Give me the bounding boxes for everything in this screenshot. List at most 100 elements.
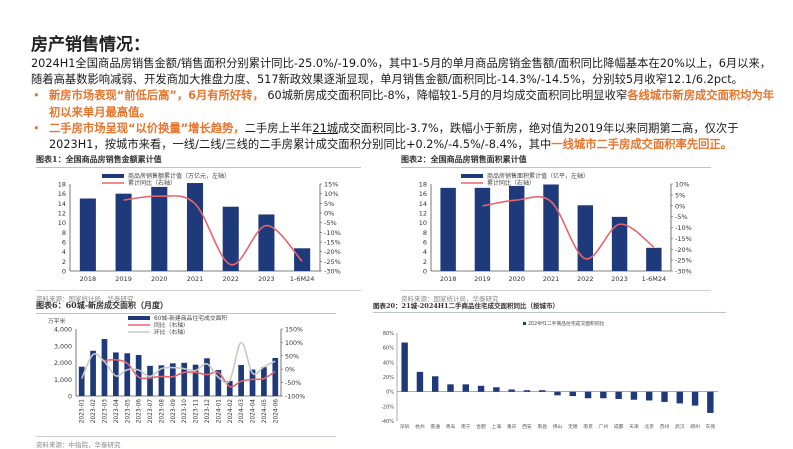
bullet-text: 60城新房成交面积同比-8%，降幅较1-5月的月均成交面积同比明显收窄 (263, 89, 628, 103)
svg-text:广州: 广州 (599, 423, 609, 430)
svg-text:6: 6 (62, 239, 66, 247)
svg-text:12: 12 (58, 210, 66, 218)
svg-text:1-6M24: 1-6M24 (290, 275, 315, 283)
svg-text:2023-01: 2023-01 (80, 399, 86, 424)
svg-text:40%: 40% (383, 360, 394, 366)
svg-text:-20%: -20% (324, 248, 341, 256)
svg-text:100%: 100% (285, 340, 303, 347)
svg-text:1,000: 1,000 (54, 377, 72, 384)
svg-text:累计同比（右轴）: 累计同比（右轴） (487, 179, 535, 187)
svg-text:2023: 2023 (611, 275, 628, 283)
svg-text:50%: 50% (285, 353, 299, 360)
figure-title: 图表6：60城-新房成交面积（月度） (36, 300, 336, 314)
svg-text:10%: 10% (675, 181, 689, 189)
svg-text:-25%: -25% (324, 258, 341, 266)
svg-text:14: 14 (419, 200, 427, 208)
svg-text:-5%: -5% (675, 213, 688, 221)
svg-text:天津: 天津 (629, 423, 639, 430)
svg-text:深圳: 深圳 (400, 423, 410, 430)
svg-text:2018: 2018 (440, 275, 457, 283)
svg-text:2024H1二手商品住宅成交面积同比: 2024H1二手商品住宅成交面积同比 (528, 320, 605, 327)
figure-title: 图表20：21城-2024H1二手商品住宅成交面积同比（按城市） (373, 300, 726, 313)
svg-text:-10%: -10% (675, 224, 692, 232)
svg-text:杭州: 杭州 (415, 423, 425, 430)
svg-text:2023-02: 2023-02 (91, 399, 97, 424)
svg-text:-100%: -100% (285, 394, 305, 401)
svg-text:-20%: -20% (675, 246, 692, 254)
svg-text:2024-04: 2024-04 (251, 399, 257, 424)
svg-text:-40%: -40% (381, 419, 394, 425)
svg-text:-50%: -50% (285, 380, 301, 387)
svg-text:2024-01: 2024-01 (216, 399, 222, 424)
svg-text:0%: 0% (324, 210, 334, 218)
svg-text:南宁: 南宁 (461, 423, 471, 430)
svg-text:4: 4 (423, 248, 427, 256)
chart-20: -40% -20% 0% 20% 40% 60% 80% 深圳 杭州 南通 青岛 南宁 合肥 上海 重庆 西安… (381, 320, 718, 430)
svg-text:0: 0 (68, 394, 72, 401)
svg-text:2023-04: 2023-04 (114, 399, 120, 424)
svg-text:2023-06: 2023-06 (137, 399, 143, 424)
svg-text:2019: 2019 (115, 275, 132, 283)
svg-text:0: 0 (62, 268, 66, 276)
svg-text:2023-10: 2023-10 (182, 399, 188, 424)
svg-text:-20%: -20% (381, 404, 394, 410)
chart-6: 0 1,000 2,000 3,000 4,000 -100% -50% 0% 50% 100% 1… (48, 314, 305, 424)
svg-text:-15%: -15% (324, 239, 341, 247)
svg-text:东莞: 东莞 (706, 423, 716, 430)
figure-source: 资料来源：国家统计局，华泰研究 (36, 290, 361, 303)
svg-text:2023-12: 2023-12 (205, 399, 211, 424)
bullet-text: 成交面积同比-3.7%，跌幅小于新房，绝对值为2019年以来同期第二高，仅次于2… (49, 121, 739, 152)
summary-paragraph: 2024H1全国商品房销售金额/销售面积分别累计同比-25.0%/-19.0%，… (31, 56, 781, 153)
svg-text:14: 14 (58, 200, 66, 208)
svg-text:5%: 5% (675, 191, 685, 199)
svg-text:上海: 上海 (492, 423, 502, 430)
svg-text:4,000: 4,000 (54, 327, 72, 334)
figure-2: 图表2：全国商品房销售面积累计值 0 2 4 6 8 10 12 14 16 18 -30% -25%… (401, 154, 711, 303)
svg-text:-25%: -25% (675, 257, 692, 265)
svg-text:同比（右轴）: 同比（右轴） (154, 321, 189, 329)
figure-source: 资料来源：中指院，华泰研究 (36, 436, 336, 449)
svg-text:商品房销售额累计值（万亿元，左轴）: 商品房销售额累计值（万亿元，左轴） (128, 172, 230, 180)
bullet-text: 二手房上半年 (244, 121, 313, 135)
figure-6: 图表6：60城-新房成交面积（月度） 0 1,000 2,000 3,000 4,000… (36, 300, 336, 449)
svg-text:2023-08: 2023-08 (159, 399, 165, 424)
svg-text:-30%: -30% (675, 268, 692, 276)
svg-text:2018: 2018 (80, 275, 97, 283)
svg-text:10: 10 (58, 219, 66, 227)
figure-20: 图表20：21城-2024H1二手商品住宅成交面积同比（按城市） -40% -20… (373, 300, 726, 445)
svg-text:南通: 南通 (430, 423, 440, 430)
svg-text:环比（右轴）: 环比（右轴） (154, 328, 189, 336)
svg-text:2022: 2022 (222, 275, 239, 283)
svg-text:-10%: -10% (324, 229, 341, 237)
svg-text:-5%: -5% (324, 219, 337, 227)
svg-text:2024-05: 2024-05 (262, 399, 268, 424)
svg-text:2023-07: 2023-07 (148, 399, 154, 424)
svg-text:16: 16 (419, 190, 427, 198)
svg-text:8: 8 (62, 229, 66, 237)
svg-text:2024-03: 2024-03 (239, 399, 245, 424)
svg-text:2023-09: 2023-09 (171, 399, 177, 424)
svg-text:150%: 150% (285, 327, 303, 334)
svg-text:重庆: 重庆 (507, 423, 517, 430)
figure-source: 资料来源：国家统计局，华泰研究 (401, 290, 711, 303)
svg-text:2020: 2020 (151, 275, 168, 283)
svg-text:2021: 2021 (543, 275, 560, 283)
svg-text:南昌: 南昌 (537, 423, 547, 430)
bullet-highlight: 一线城市二手房成交面积率先回正。 (551, 138, 733, 152)
svg-text:0%: 0% (675, 202, 685, 210)
svg-text:南京: 南京 (583, 423, 593, 430)
svg-text:2024-02: 2024-02 (228, 399, 234, 424)
bullet-new-housing: 新房市场表现“前低后高”，6月有所好转， 60城新房成交面积同比-8%，降幅较1… (31, 88, 781, 120)
svg-text:合肥: 合肥 (476, 423, 486, 430)
svg-text:2024-06: 2024-06 (273, 399, 279, 424)
svg-text:武汉: 武汉 (675, 423, 685, 430)
svg-text:3,000: 3,000 (54, 343, 72, 350)
svg-text:苏州: 苏州 (660, 423, 670, 430)
svg-text:10: 10 (419, 219, 427, 227)
svg-text:10%: 10% (324, 190, 338, 198)
page-title: 房产销售情况： (31, 35, 150, 55)
svg-text:-30%: -30% (324, 268, 341, 276)
svg-text:-15%: -15% (675, 235, 692, 243)
svg-text:16: 16 (58, 190, 66, 198)
